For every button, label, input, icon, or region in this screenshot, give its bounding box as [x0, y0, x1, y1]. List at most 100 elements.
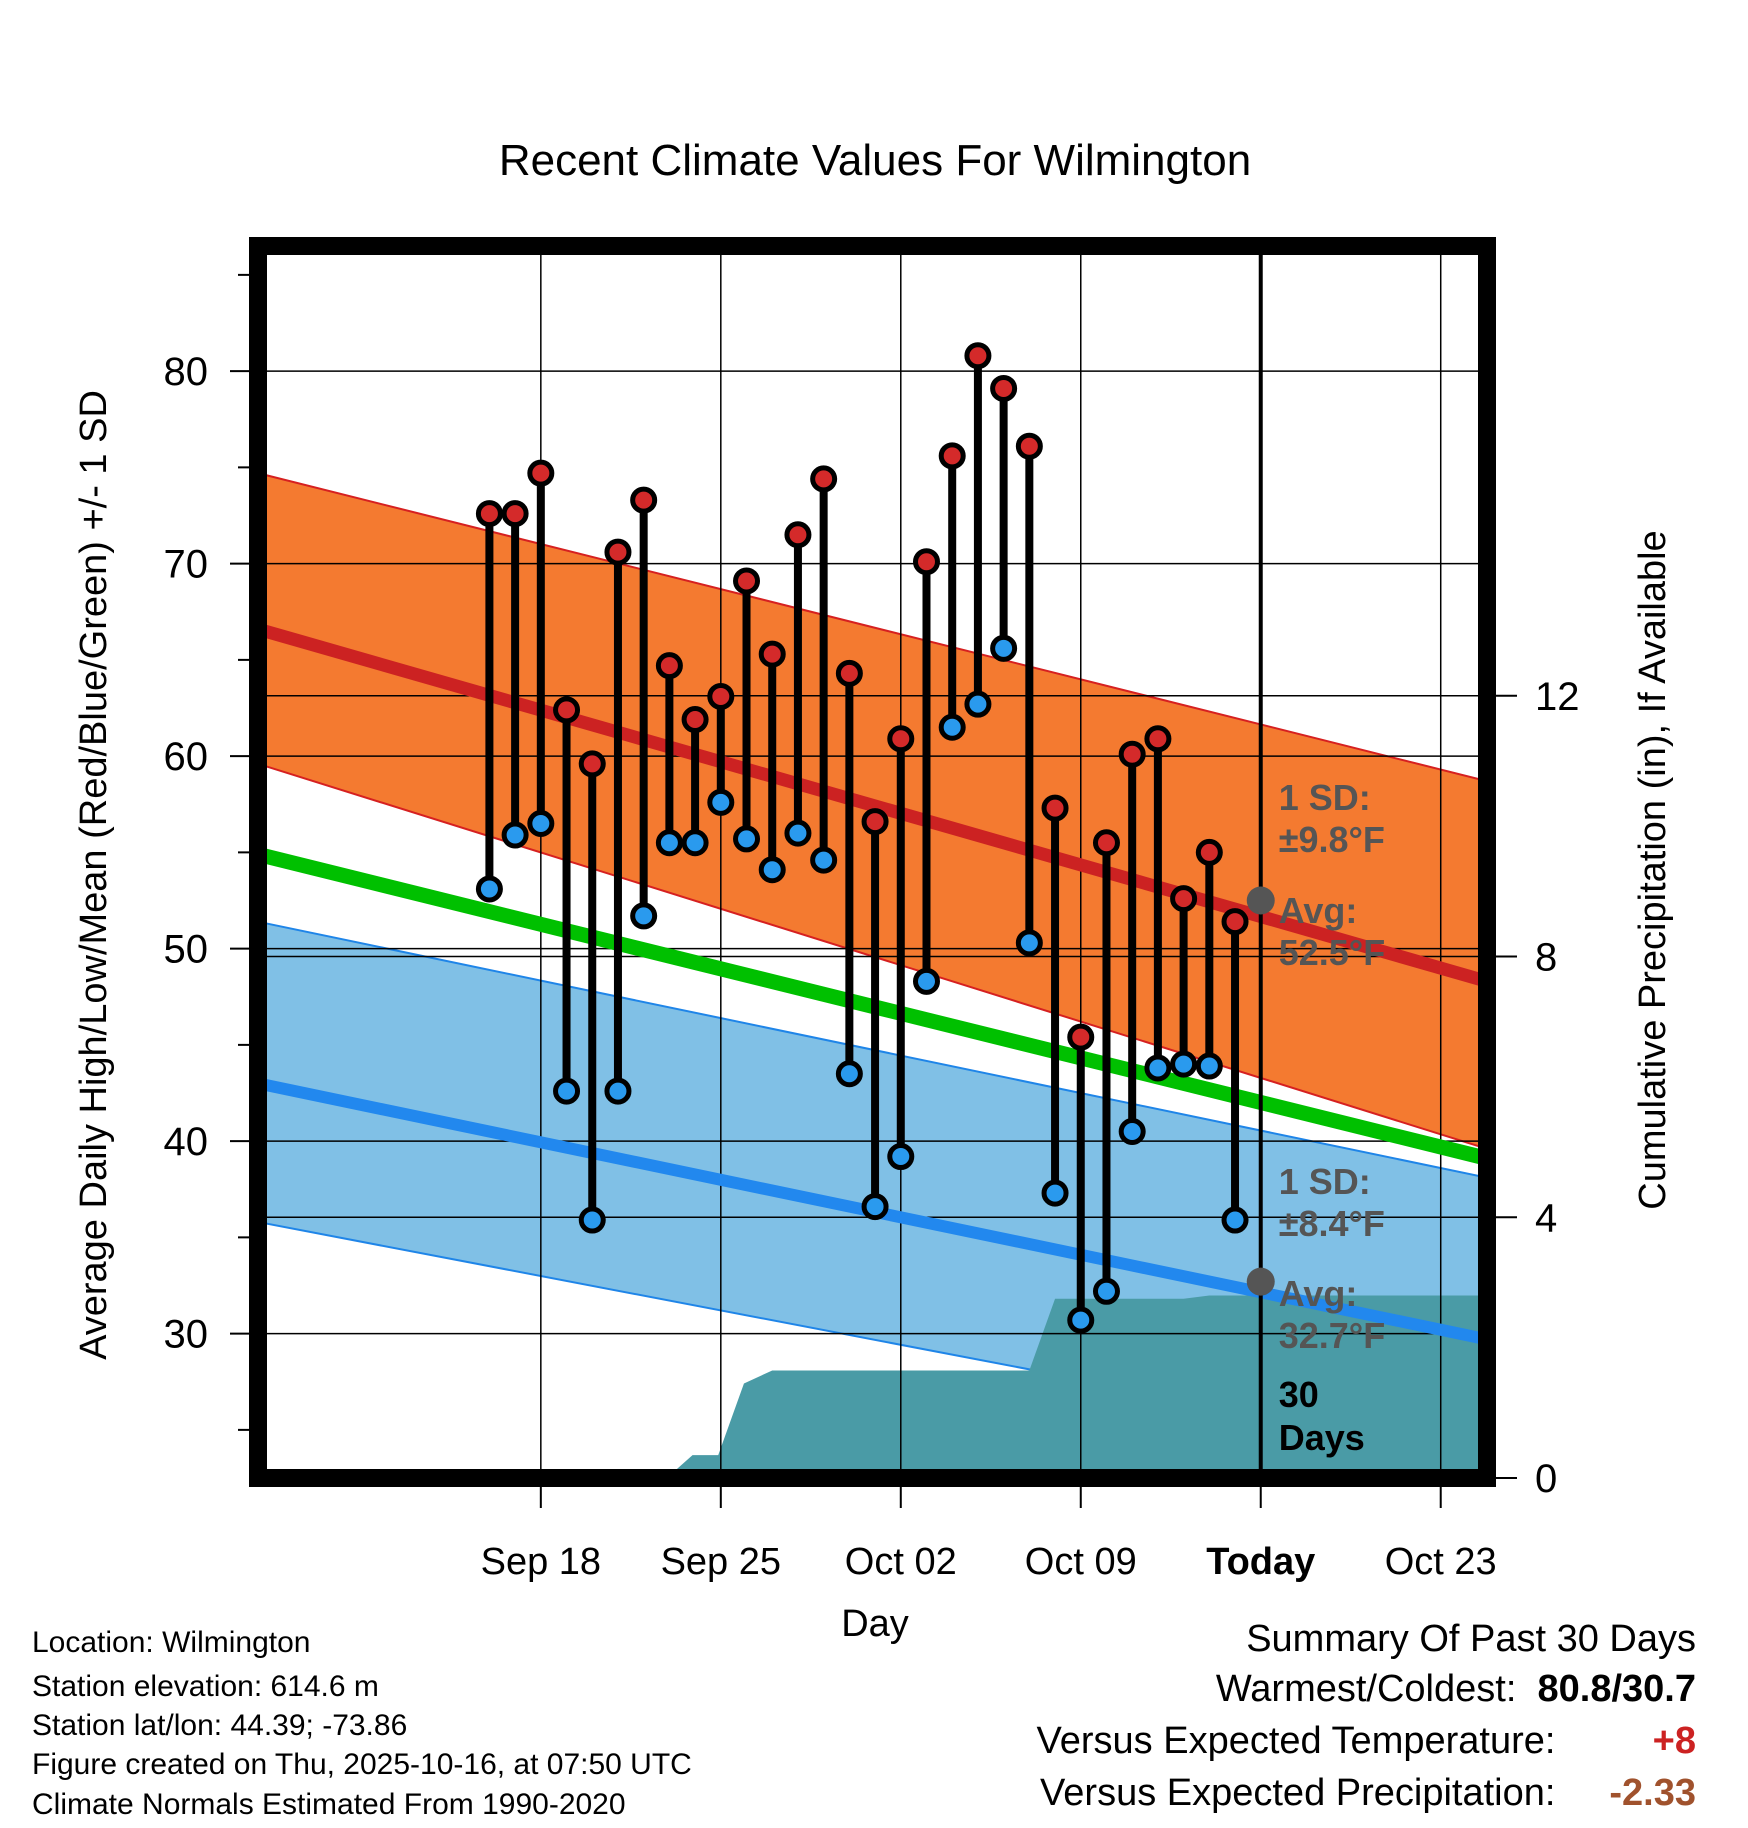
y-tick-label: 30	[164, 1313, 209, 1357]
x-axis-label: Day	[841, 1603, 909, 1645]
precip-fill	[258, 1295, 1487, 1478]
y-tick-label: 50	[164, 928, 209, 972]
daily-low-point	[1092, 1277, 1120, 1305]
daily-low-point	[1015, 929, 1043, 957]
daily-low-point	[810, 846, 838, 874]
daily-high-point	[810, 465, 838, 493]
low-avg-value: 32.7°F	[1279, 1315, 1385, 1356]
summary-heading: Summary Of Past 30 Days	[1246, 1618, 1696, 1660]
daily-range-bars	[475, 342, 1249, 1334]
daily-low-point	[1195, 1052, 1223, 1080]
daily-low-point	[707, 788, 735, 816]
daily-low-point	[578, 1206, 606, 1234]
high-avg-value: 52.5°F	[1279, 932, 1385, 973]
daily-low-point	[1144, 1054, 1172, 1082]
low-sd-label: 1 SD:	[1279, 1161, 1371, 1202]
daily-high-point	[1195, 838, 1223, 866]
precip-label: Versus Expected Precipitation:	[1040, 1772, 1556, 1814]
y2-axis-label: Cumulative Precipitation (in), If Availa…	[1632, 530, 1674, 1209]
daily-high-point	[1067, 1023, 1095, 1051]
daily-low-point	[475, 875, 503, 903]
low-sd-value: ±8.4°F	[1279, 1203, 1385, 1244]
normal-high-line	[256, 622, 1489, 988]
period-count: 30	[1279, 1374, 1319, 1415]
period-unit: Days	[1279, 1417, 1365, 1458]
daily-high-point	[707, 682, 735, 710]
plot-border	[249, 237, 1496, 1487]
daily-high-point	[553, 696, 581, 724]
daily-high-point	[1092, 829, 1120, 857]
daily-low-point	[655, 829, 683, 857]
temp-value: +8	[1652, 1720, 1696, 1762]
daily-high-point	[912, 548, 940, 576]
y-tick-label: 40	[164, 1120, 209, 1164]
daily-low-point	[681, 829, 709, 857]
daily-low-point	[784, 819, 812, 847]
daily-high-point	[655, 652, 683, 680]
normals-text: Climate Normals Estimated From 1990-2020	[32, 1788, 626, 1821]
summary-warm-cold: Warmest/Coldest: 80.8/30.7	[1216, 1668, 1696, 1711]
daily-high-point	[1221, 908, 1249, 936]
daily-high-point	[1170, 885, 1198, 913]
daily-high-point	[1015, 432, 1043, 460]
daily-high-point	[1118, 740, 1146, 768]
summary-temp: Versus Expected Temperature: +8	[1037, 1720, 1696, 1763]
summary-precip: Versus Expected Precipitation: -2.33	[1040, 1772, 1696, 1815]
y2-tick-label: 0	[1535, 1457, 1557, 1501]
x-tick-label: Oct 02	[845, 1541, 957, 1583]
y-tick-label: 70	[164, 543, 209, 587]
daily-low-point	[630, 902, 658, 930]
x-tick-label: Sep 25	[661, 1541, 781, 1583]
daily-low-point	[1221, 1206, 1249, 1234]
elevation-text: Station elevation: 614.6 m	[32, 1670, 379, 1703]
daily-low-point	[964, 690, 992, 718]
x-tick-label: Oct 09	[1025, 1541, 1137, 1583]
daily-high-point	[1041, 794, 1069, 822]
daily-low-point	[758, 856, 786, 884]
warm-cold-value: 80.8/30.7	[1537, 1668, 1696, 1710]
daily-low-point	[733, 825, 761, 853]
daily-low-point	[553, 1077, 581, 1105]
precipitation-area	[258, 1295, 1487, 1478]
daily-high-point	[887, 725, 915, 753]
daily-low-point	[887, 1143, 915, 1171]
high-avg-label: Avg:	[1279, 890, 1358, 931]
warm-cold-label: Warmest/Coldest:	[1215, 1668, 1517, 1710]
daily-high-point	[733, 567, 761, 595]
y2-tick-label: 12	[1535, 675, 1580, 719]
daily-low-point	[990, 634, 1018, 662]
daily-low-point	[861, 1193, 889, 1221]
daily-low-point	[1067, 1306, 1095, 1334]
daily-low-point	[938, 713, 966, 741]
daily-high-point	[835, 659, 863, 687]
x-tick-label: Today	[1206, 1541, 1315, 1583]
daily-low-point	[912, 967, 940, 995]
high-sd-value: ±9.8°F	[1279, 819, 1385, 860]
x-tick-label: Sep 18	[481, 1541, 601, 1583]
daily-high-point	[501, 500, 529, 528]
latlon-text: Station lat/lon: 44.39; -73.86	[32, 1709, 408, 1742]
daily-high-point	[990, 374, 1018, 402]
y2-tick-label: 8	[1535, 936, 1557, 980]
daily-low-point	[1118, 1118, 1146, 1145]
y2-tick-label: 4	[1535, 1196, 1557, 1240]
daily-high-point	[1144, 725, 1172, 753]
y-tick-label: 60	[164, 735, 209, 779]
daily-high-point	[604, 538, 632, 566]
plot-frame	[249, 237, 1496, 1487]
created-text: Figure created on Thu, 2025-10-16, at 07…	[32, 1748, 692, 1781]
chart-title: Recent Climate Values For Wilmington	[499, 136, 1251, 185]
daily-high-point	[938, 442, 966, 470]
daily-high-point	[758, 640, 786, 668]
daily-high-point	[475, 500, 503, 528]
daily-high-point	[630, 486, 658, 514]
daily-low-point	[501, 821, 529, 849]
y-tick-label: 80	[164, 350, 209, 394]
daily-low-point	[527, 810, 555, 837]
daily-high-point	[964, 342, 992, 370]
y-axis: 30 40 50 60 70 80	[164, 273, 249, 1431]
x-tick-label: Oct 23	[1385, 1541, 1497, 1583]
y-axis-label: Average Daily High/Low/Mean (Red/Blue/Gr…	[73, 390, 115, 1360]
